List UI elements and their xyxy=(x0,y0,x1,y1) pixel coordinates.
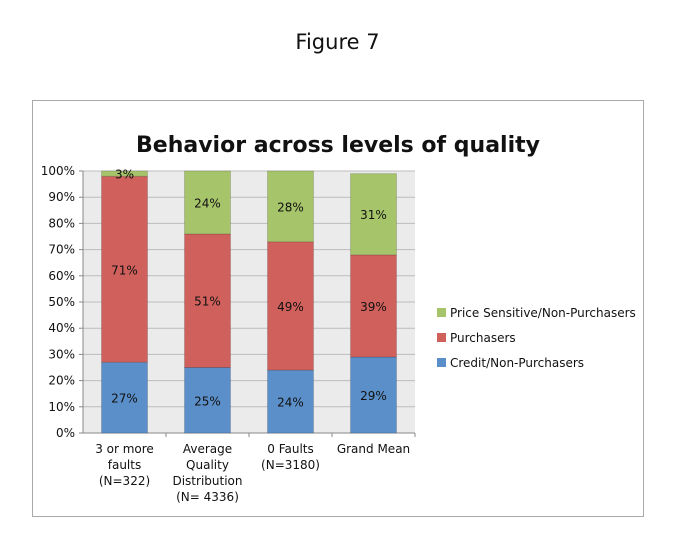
x-tick-label: Distribution xyxy=(172,474,242,488)
bar-segment xyxy=(350,173,397,256)
bar-segment xyxy=(101,361,148,434)
data-label: 31% xyxy=(360,208,387,222)
x-tick-label: 0 Faults xyxy=(267,442,314,456)
data-label: 29% xyxy=(360,389,387,403)
y-tick-label: 70% xyxy=(48,243,75,257)
bar-segment xyxy=(101,175,148,363)
bar-segment xyxy=(184,170,231,235)
bar-segment xyxy=(267,369,314,434)
data-label: 49% xyxy=(277,300,304,314)
legend-label: Purchasers xyxy=(450,331,516,345)
data-label: 51% xyxy=(194,295,221,309)
y-tick-label: 40% xyxy=(48,321,75,335)
x-tick-label: (N= 4336) xyxy=(176,490,239,504)
bar-segment xyxy=(350,356,397,434)
data-label: 27% xyxy=(111,392,138,406)
chart-title: Behavior across levels of quality xyxy=(136,133,540,158)
bar-segment xyxy=(184,233,231,368)
y-tick-label: 100% xyxy=(41,164,75,178)
x-tick-label: 3 or more xyxy=(95,442,154,456)
data-label: 24% xyxy=(194,196,221,210)
x-tick-label: Grand Mean xyxy=(337,442,410,456)
legend-swatch xyxy=(437,308,446,317)
y-tick-label: 50% xyxy=(48,295,75,309)
bar-segment xyxy=(350,254,397,358)
y-tick-label: 30% xyxy=(48,347,75,361)
y-tick-label: 90% xyxy=(48,190,75,204)
bar-segment xyxy=(267,241,314,371)
x-tick-label: faults xyxy=(108,458,141,472)
y-tick-label: 80% xyxy=(48,216,75,230)
x-tick-label: Average xyxy=(183,442,232,456)
y-tick-label: 0% xyxy=(56,426,75,440)
bar-segment xyxy=(184,367,231,434)
legend-label: Price Sensitive/Non-Purchasers xyxy=(450,306,636,320)
bar-segment xyxy=(267,170,314,243)
data-label: 28% xyxy=(277,200,304,214)
legend-swatch xyxy=(437,358,446,367)
x-tick-label: Quality xyxy=(186,458,229,472)
x-tick-label: (N=3180) xyxy=(261,458,320,472)
bar-segment xyxy=(101,170,148,177)
data-label: 24% xyxy=(277,396,304,410)
figure-label: Figure 7 xyxy=(295,30,380,54)
legend-label: Credit/Non-Purchasers xyxy=(450,356,584,370)
data-label: 71% xyxy=(111,263,138,277)
data-label: 3% xyxy=(115,168,134,182)
data-label: 39% xyxy=(360,300,387,314)
y-tick-label: 10% xyxy=(48,400,75,414)
y-tick-label: 60% xyxy=(48,269,75,283)
x-tick-label: (N=322) xyxy=(99,474,150,488)
chart-frame xyxy=(32,100,644,517)
data-label: 25% xyxy=(194,394,221,408)
y-tick-label: 20% xyxy=(48,374,75,388)
legend-swatch xyxy=(437,333,446,342)
